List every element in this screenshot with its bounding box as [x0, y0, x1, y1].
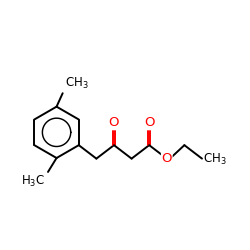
Text: O: O	[144, 116, 154, 128]
Text: CH$_3$: CH$_3$	[203, 152, 227, 167]
Text: O: O	[109, 116, 119, 128]
Text: H$_3$C: H$_3$C	[21, 174, 45, 190]
Text: CH$_3$: CH$_3$	[65, 76, 89, 91]
Text: O: O	[162, 152, 172, 165]
